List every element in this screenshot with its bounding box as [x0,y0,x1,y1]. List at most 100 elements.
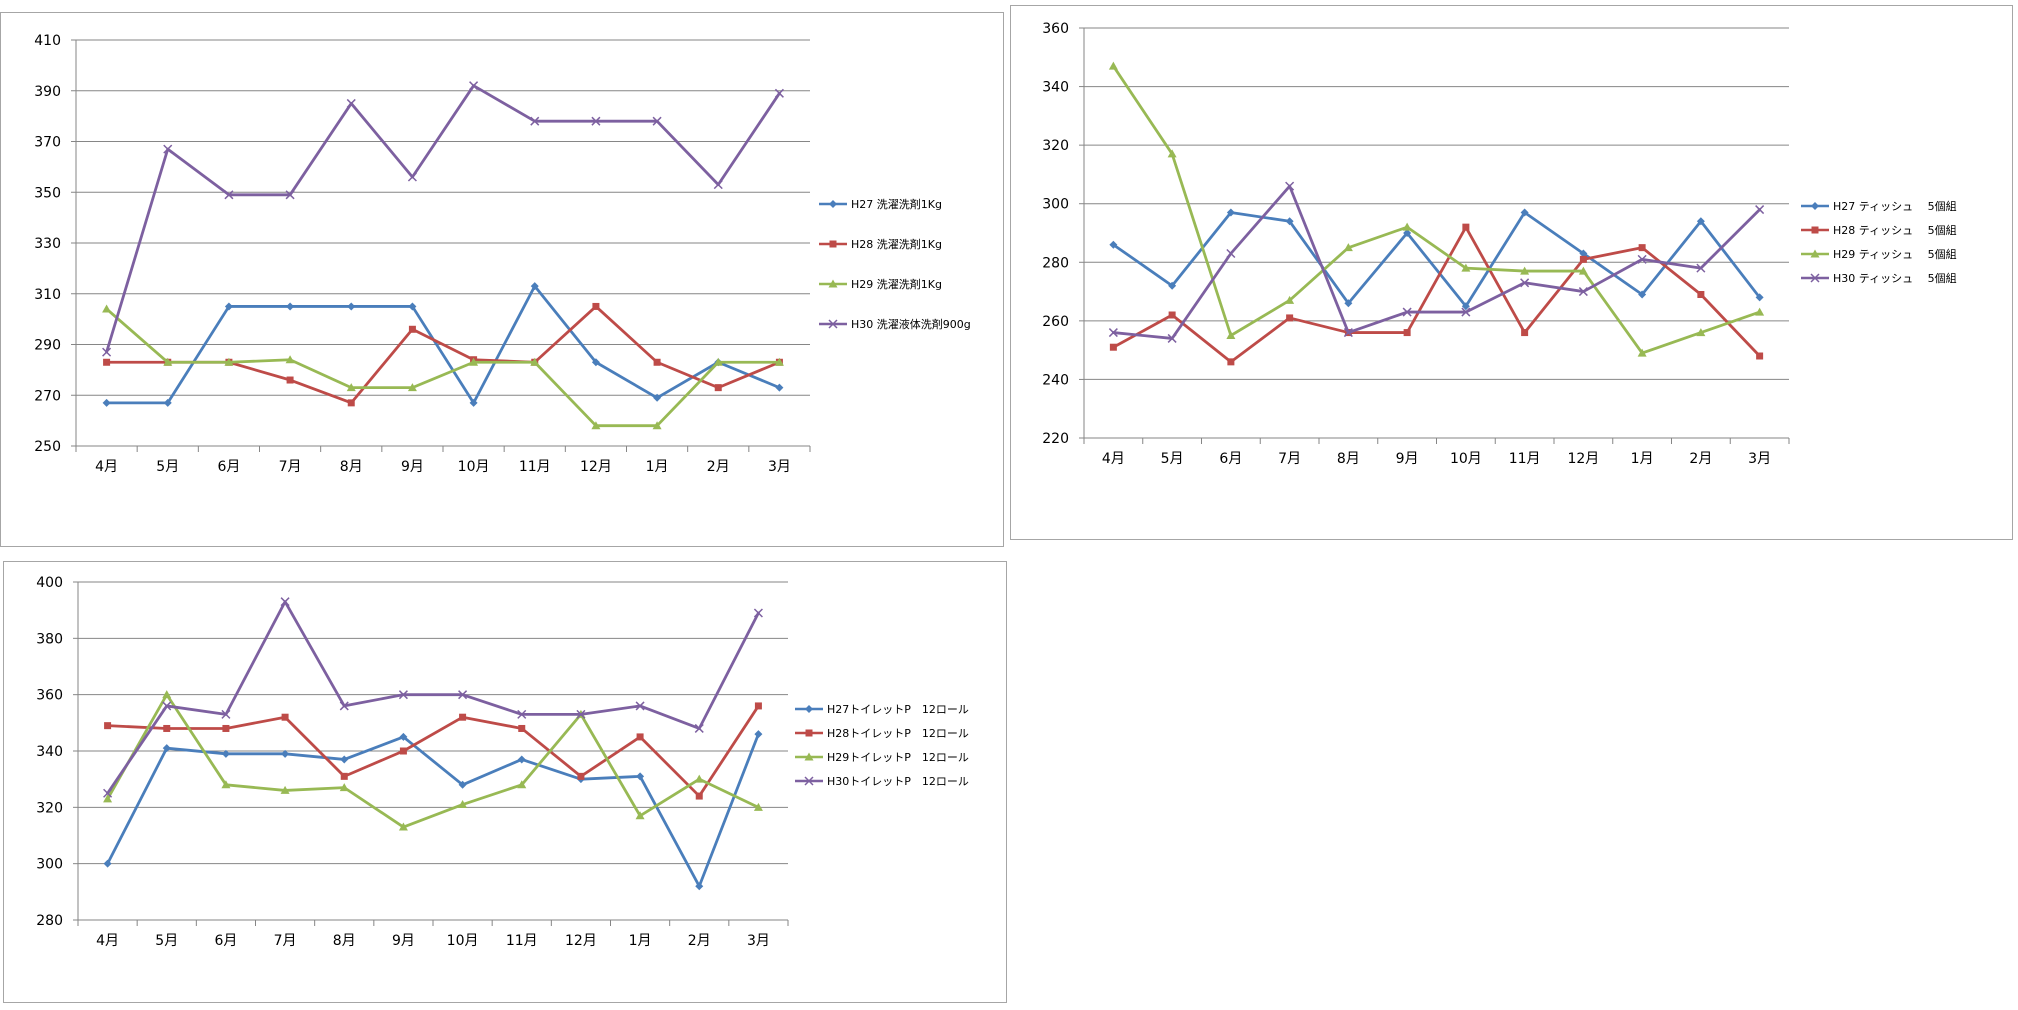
triangle-marker [1461,263,1471,272]
x-marker [753,608,763,618]
triangle-marker [804,752,814,761]
legend-item: H27トイレットP 12ロール [795,703,969,716]
x-marker [1755,205,1765,215]
diamond-marker [653,393,662,402]
legend-label: H28トイレットP 12ロール [827,727,969,740]
y-tick-label: 220 [1042,431,1069,447]
square-marker [714,384,722,392]
diamond-marker [340,755,349,764]
square-marker [459,713,467,721]
x-marker [591,116,601,126]
diamond-marker [469,398,478,407]
y-tick-label: 410 [34,33,61,49]
triangle-marker [346,383,356,392]
x-tick-label: 10月 [447,933,479,949]
y-tick-label: 310 [34,287,61,303]
diamond-marker [1696,217,1705,226]
diamond-marker [102,398,111,407]
series-line [1111,211,1762,308]
square-marker [653,358,661,366]
x-marker [1343,328,1353,338]
x-marker [828,319,838,329]
square-marker [577,772,585,780]
square-marker [1579,255,1587,263]
triangle-marker [713,357,723,366]
square-marker [1756,352,1764,360]
triangle-marker [1637,348,1647,357]
series-1 [103,730,763,891]
x-marker [407,172,417,182]
x-marker [1520,278,1530,288]
triangle-marker [458,800,468,809]
square-marker [592,302,600,310]
diamond-marker [1168,281,1177,290]
square-marker [636,733,644,741]
x-tick-label: 1月 [629,933,652,949]
x-marker [1637,254,1647,264]
diamond-marker [530,282,539,291]
x-marker [1810,273,1820,283]
y-tick-label: 280 [36,913,63,929]
square-marker [1403,329,1411,337]
series-line [1111,64,1762,355]
diamond-marker [224,302,233,311]
triangle-marker [635,811,645,820]
series-line [1111,225,1762,364]
chart-detergent: 250 270 290 310 330 350 370 390 410 4月 5月 6月 7月 8月 9月 1… [34,33,970,475]
diamond-marker [221,749,230,758]
triangle-marker [1755,307,1765,316]
series-3 [102,304,784,430]
legend-item: H28トイレットP 12ロール [795,727,969,740]
triangle-marker [469,357,479,366]
x-tick-label: 8月 [333,933,356,949]
diamond-marker [162,744,171,753]
triangle-marker [1402,222,1412,231]
triangle-marker [280,785,290,794]
x-marker [458,690,468,700]
legend-item: H28 ティッシュ 5個組 [1801,224,1957,237]
legend-item: H30トイレットP 12ロール [795,775,969,788]
triangle-marker [398,822,408,831]
series-2 [1109,223,1764,366]
diamond-marker [103,859,112,868]
series-line [106,693,760,829]
diamond-marker [591,358,600,367]
x-tick-label: 11月 [519,459,551,475]
x-marker [1402,307,1412,317]
square-marker [1462,223,1470,231]
x-tick-label: 9月 [1396,451,1419,467]
x-marker [1285,181,1295,191]
x-marker [804,776,814,786]
x-marker [224,190,234,200]
diamond-marker [1109,240,1118,249]
triangle-marker [1578,266,1588,275]
x-tick-label: 4月 [96,933,119,949]
y-tick-label: 370 [34,135,61,151]
legend-label: H27 洗濯洗剤1Kg [851,197,942,211]
x-tick-label: 3月 [1748,451,1771,467]
triangle-marker [221,780,231,789]
x-tick-label: 1月 [1631,451,1654,467]
series-line [106,600,760,795]
legend-label: H28 洗濯洗剤1Kg [851,237,942,251]
x-tick-label: 3月 [768,459,791,475]
square-marker [104,722,112,730]
x-tick-label: 12月 [580,459,612,475]
triangle-marker [652,421,662,430]
x-marker [576,709,586,719]
diamond-marker [1344,299,1353,308]
diamond-marker [1811,202,1819,210]
triangle-marker [1520,266,1530,275]
x-tick-label: 6月 [1219,451,1242,467]
chart-panel-tissue: 220 240 260 280 300 320 340 360 4月 5月 6月 7月 8月 9月 10月 1… [1010,5,2013,540]
square-marker [1638,244,1646,252]
diamond-marker [1520,208,1529,217]
diamond-marker [286,302,295,311]
diamond-marker [1403,229,1412,237]
square-marker [408,325,416,333]
x-tick-label: 11月 [506,933,538,949]
square-marker [695,792,703,800]
x-marker [694,723,704,733]
y-tick-label: 290 [34,338,61,354]
diamond-marker [636,772,645,781]
